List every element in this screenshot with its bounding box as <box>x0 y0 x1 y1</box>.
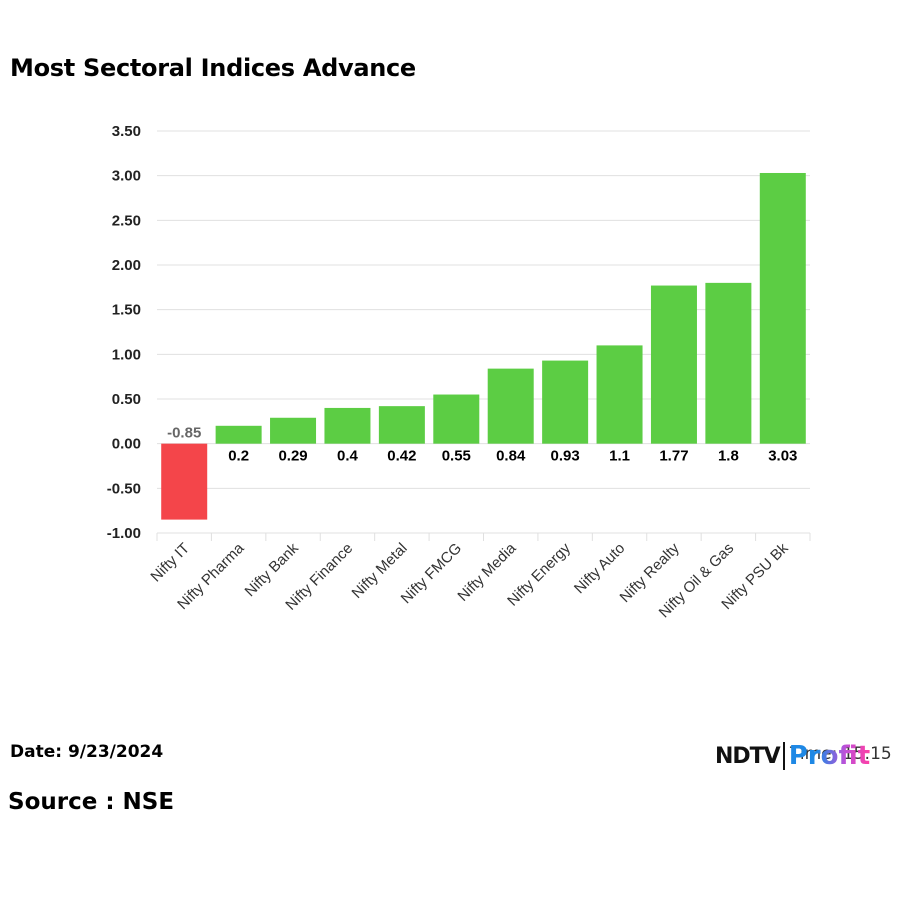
bar-nifty-auto <box>596 345 643 444</box>
y-tick-label: 3.00 <box>112 168 141 185</box>
y-tick-label: -0.50 <box>107 480 141 497</box>
time-label: Time: 15:15 <box>790 744 892 764</box>
data-label: 0.29 <box>278 448 307 465</box>
data-label: 0.84 <box>496 448 526 465</box>
logo-brand: NDTV <box>715 743 781 769</box>
gridlines <box>157 130 810 534</box>
data-label: 0.42 <box>387 448 416 465</box>
date-label: Date: 9/23/2024 <box>10 742 164 762</box>
y-tick-label: 1.50 <box>112 302 141 319</box>
logo-divider <box>782 742 785 770</box>
bar-nifty-it <box>161 443 208 520</box>
bar-nifty-media <box>487 368 534 444</box>
data-label: 1.77 <box>659 448 688 465</box>
y-tick-label: 2.50 <box>112 212 141 229</box>
bars <box>161 172 806 520</box>
bar-nifty-pharma <box>215 425 262 444</box>
y-tick-label: 0.00 <box>112 436 141 453</box>
data-labels: -0.85 0.2 0.29 0.4 0.42 0.55 0.84 0.93 1.1 1.77 1.… <box>167 425 797 465</box>
bar-nifty-realty <box>650 285 697 444</box>
bar-nifty-fmcg <box>433 394 480 444</box>
bar-nifty-metal <box>378 406 425 444</box>
data-label: 0.93 <box>551 448 580 465</box>
bar-nifty-finance <box>324 407 371 444</box>
data-label: 0.4 <box>337 448 359 465</box>
data-label: 0.2 <box>228 448 249 465</box>
bar-nifty-oil-gas <box>705 282 752 444</box>
y-tick-label: 0.50 <box>112 391 141 408</box>
y-tick-label: 2.00 <box>112 257 141 274</box>
bar-nifty-psu-bk <box>759 172 806 444</box>
x-tick-label: Nifty Auto <box>571 540 628 597</box>
logo-product: Profit <box>788 741 871 771</box>
bar-nifty-bank <box>270 417 317 444</box>
data-label: -0.85 <box>167 425 201 442</box>
y-tick-label: -1.00 <box>107 525 141 542</box>
y-axis-ticks: -1.00 -0.50 0.00 0.50 1.00 1.50 2.00 2.50 3.00 3.… <box>107 123 141 542</box>
data-label: 1.8 <box>718 448 739 465</box>
ndtv-profit-logo: NDTV Profit <box>715 740 870 772</box>
chart-title: Most Sectoral Indices Advance <box>10 54 416 82</box>
bar-nifty-energy <box>542 360 589 444</box>
y-tick-label: 1.00 <box>112 346 141 363</box>
x-tick-label: Nifty IT <box>147 540 193 586</box>
data-label: 0.55 <box>442 448 471 465</box>
source-label: Source : NSE <box>8 789 175 815</box>
data-label: 3.03 <box>768 448 797 465</box>
bar-chart: -1.00 -0.50 0.00 0.50 1.00 1.50 2.00 2.50 3.00 3.… <box>107 123 811 621</box>
data-label: 1.1 <box>609 448 630 465</box>
y-tick-label: 3.50 <box>112 123 141 140</box>
